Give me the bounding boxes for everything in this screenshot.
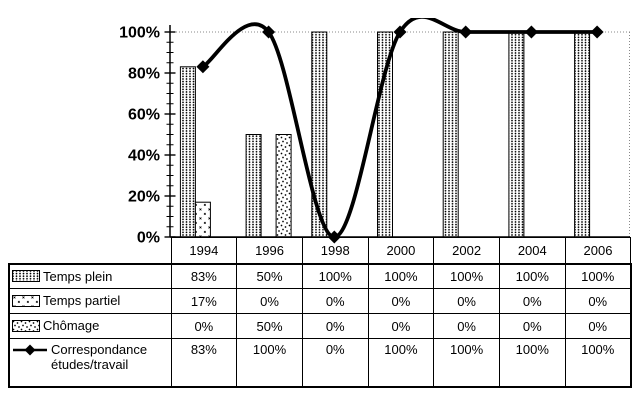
table-cell: 100% xyxy=(498,338,566,388)
line-marker-icon xyxy=(13,344,47,356)
marker-diamond-2002 xyxy=(459,25,473,39)
table-cell: 0% xyxy=(433,288,500,314)
legend-cell-chomage: Chômage xyxy=(8,313,172,339)
table-cell: 0% xyxy=(367,313,435,339)
bar-dense-dots-1996 xyxy=(245,134,262,238)
table-cell: 0% xyxy=(367,288,435,314)
series-label: Chômage xyxy=(43,318,100,334)
series-label: Temps partiel xyxy=(43,293,121,309)
table-cell: 100% xyxy=(301,262,369,289)
table-cell: 100% xyxy=(367,262,435,289)
table-cell: 50% xyxy=(236,262,303,289)
table-cell: 100% xyxy=(236,338,303,388)
year-header: 2002 xyxy=(433,237,500,264)
temps-plein-swatch-icon xyxy=(12,270,40,283)
table-cell: 100% xyxy=(498,262,566,289)
y-tick-label: 40% xyxy=(128,148,160,165)
table-cell: 83% xyxy=(170,338,238,388)
table-row-temps-plein: Temps plein 83% 50% 100% 100% 100% 100% … xyxy=(8,262,632,289)
table-cell: 100% xyxy=(564,338,632,388)
bar-dense-dots-1994 xyxy=(179,66,196,238)
table-row-temps-partiel: Temps partiel 17% 0% 0% 0% 0% 0% 0% xyxy=(8,288,632,314)
table-cell: 0% xyxy=(498,288,566,314)
table-row-correspondance: Correspondance études/travail 83% 100% 0… xyxy=(8,338,632,388)
table-cell: 0% xyxy=(301,288,369,314)
table-cell: 0% xyxy=(301,313,369,339)
series-label: Correspondance études/travail xyxy=(51,342,148,373)
bar-dense-dots-2000 xyxy=(377,31,393,238)
series-label: Temps plein xyxy=(43,268,113,284)
bar-dense-dots-1998 xyxy=(311,31,328,238)
bar-dense-dots-2002 xyxy=(442,31,459,238)
table-cell: 0% xyxy=(564,288,632,314)
marker-diamond-2000 xyxy=(393,25,407,39)
year-header: 2006 xyxy=(564,237,632,264)
table-cell: 17% xyxy=(170,288,238,314)
year-header-row: 1994 1996 1998 2000 2002 2004 2006 xyxy=(9,237,632,264)
table-cell: 0% xyxy=(564,313,632,339)
table-cell: 100% xyxy=(564,262,632,289)
legend-cell-temps-plein: Temps plein xyxy=(8,262,172,289)
year-header: 1998 xyxy=(301,237,369,264)
table-cell: 83% xyxy=(170,262,238,289)
bar-scatter-dots-1996 xyxy=(275,134,292,238)
bar-dense-dots-2006 xyxy=(574,31,591,238)
y-tick-label: 20% xyxy=(128,189,160,206)
year-header: 1996 xyxy=(236,237,303,264)
table-cell: 0% xyxy=(301,338,369,388)
table-cell: 0% xyxy=(170,313,238,339)
y-tick-label: 60% xyxy=(128,107,160,124)
chart-canvas: 0% 20% 40% 60% 80% 100% xyxy=(119,18,630,247)
year-header: 1994 xyxy=(170,237,238,264)
y-tick-label: 0% xyxy=(137,230,160,247)
table-cell: 0% xyxy=(498,313,566,339)
line-correspondance xyxy=(201,18,598,238)
table-cell: 100% xyxy=(367,338,435,388)
table-row-chomage: Chômage 0% 50% 0% 0% 0% 0% 0% xyxy=(8,313,632,339)
table-cell: 100% xyxy=(433,338,500,388)
table-corner-blank xyxy=(9,238,171,264)
table-cell: 0% xyxy=(433,313,500,339)
marker-diamond-1996 xyxy=(262,25,276,39)
data-table: 1994 1996 1998 2000 2002 2004 2006 Temps… xyxy=(8,237,632,388)
marker-diamond-2004 xyxy=(524,25,538,39)
marker-diamond-1994 xyxy=(196,60,210,74)
year-header: 2000 xyxy=(367,237,435,264)
bar-dense-dots-2004 xyxy=(508,31,525,238)
year-header: 2004 xyxy=(498,237,566,264)
table-cell: 0% xyxy=(236,288,303,314)
table-cell: 50% xyxy=(236,313,303,339)
y-tick-label: 100% xyxy=(119,25,160,42)
bar-sparse-x-1994 xyxy=(194,201,211,238)
marker-diamond-2006 xyxy=(590,25,604,39)
legend-cell-correspondance: Correspondance études/travail xyxy=(8,338,172,388)
y-tick-label: 80% xyxy=(128,66,160,83)
temps-partiel-swatch-icon xyxy=(12,294,40,307)
chomage-swatch-icon xyxy=(12,319,40,332)
table-cell: 100% xyxy=(433,262,500,289)
legend-cell-temps-partiel: Temps partiel xyxy=(8,288,172,314)
